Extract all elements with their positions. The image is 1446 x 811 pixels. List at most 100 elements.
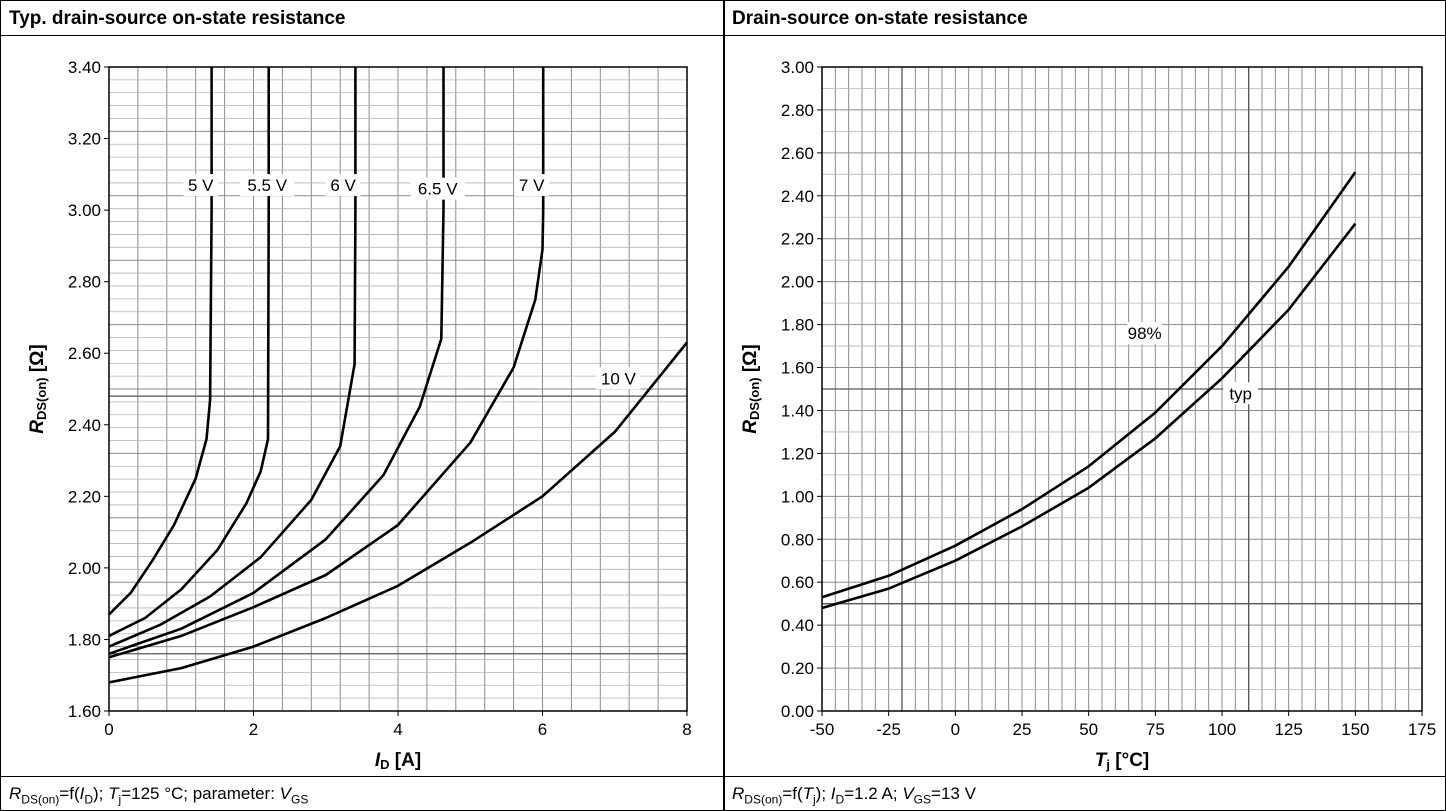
series-label-bg xyxy=(325,174,361,197)
x-tick-label: 4 xyxy=(393,720,402,739)
series-line xyxy=(821,222,1357,610)
y-tick-label: 1.60 xyxy=(781,359,814,378)
y-tick-label: 2.00 xyxy=(781,273,814,292)
series-label: 5 V xyxy=(188,176,214,195)
grid xyxy=(822,67,1422,711)
footer-v-symbol: V xyxy=(279,784,291,803)
footer-t-symbol: T xyxy=(108,784,119,803)
x-tick-label: 8 xyxy=(682,720,691,739)
y-tick-label: 1.20 xyxy=(781,444,814,463)
y-tick-label: 2.60 xyxy=(781,144,814,163)
x-tick-label: 150 xyxy=(1341,720,1369,739)
y-tick-label: 0.80 xyxy=(781,530,814,549)
panel-title: Drain-source on-state resistance xyxy=(732,8,1028,29)
y-tick-label: 1.60 xyxy=(68,702,101,721)
footer-text: =13 V xyxy=(931,784,976,803)
footer-text: ); xyxy=(93,784,109,803)
series-label: 10 V xyxy=(601,369,637,388)
footer-arg-symbol: T xyxy=(802,784,813,803)
y-tick-label: 2.20 xyxy=(68,487,101,506)
x-tick-label: 6 xyxy=(538,720,547,739)
y-tick-label: 2.80 xyxy=(68,273,101,292)
x-tick-label: 175 xyxy=(1408,720,1436,739)
x-axis-label: Tj [°C] xyxy=(1095,750,1150,772)
footer-v-symbol: V xyxy=(902,784,914,803)
series-label: 5.5 V xyxy=(247,176,287,195)
panel-footer: RDS(on)=f(Tj); ID=1.2 A; VGS=13 V xyxy=(723,776,1446,811)
footer-text: =125 °C; parameter: xyxy=(121,784,280,803)
y-tick-label: 1.40 xyxy=(781,401,814,420)
y-tick-label: 2.80 xyxy=(781,101,814,120)
y-axis-label: RDS(on) [Ω] xyxy=(740,344,762,434)
series-label-bg xyxy=(183,174,219,197)
footer-condition: RDS(on)=f(Tj); ID=1.2 A; VGS=13 V xyxy=(732,784,976,806)
series-label-bg xyxy=(596,367,641,390)
y-tick-label: 0.40 xyxy=(781,616,814,635)
x-tick-label: 125 xyxy=(1274,720,1302,739)
series-line xyxy=(108,341,689,684)
series-label: 6.5 V xyxy=(418,180,458,199)
y-tick-label: 1.00 xyxy=(781,487,814,506)
panel-footer: RDS(on)=f(ID); Tj=125 °C; parameter: VGS xyxy=(0,776,725,811)
series-line xyxy=(108,67,270,638)
plot-area: -50 -25 0 25 50 75 100 125 150 175 0.00 0.20 0.40 0.6… xyxy=(723,36,1446,776)
x-tick-label: 0 xyxy=(951,720,960,739)
footer-text: =1.2 A; xyxy=(844,784,903,803)
rds-vs-id-chart: 0 2 4 6 8 1.60 1.80 2.00 2.20 2.40 2.60 2.80 3.00 3.2… xyxy=(27,58,692,772)
series-line xyxy=(108,67,545,659)
plot-frame xyxy=(821,66,1423,712)
footer-arg-symbol: I xyxy=(79,784,85,803)
y-tick-label: 1.80 xyxy=(781,316,814,335)
series-label-bg xyxy=(410,177,465,200)
y-tick-label: 2.40 xyxy=(781,187,814,206)
series-label: 6 V xyxy=(330,176,356,195)
y-tick-label: 3.40 xyxy=(68,58,101,77)
y-tick-label: 2.20 xyxy=(781,230,814,249)
footer-r-subscript: DS(on) xyxy=(744,792,783,807)
y-tick-label: 2.60 xyxy=(68,344,101,363)
series-label: 7 V xyxy=(519,176,545,195)
y-tick-label: 1.80 xyxy=(68,630,101,649)
panel-title: Typ. drain-source on-state resistance xyxy=(9,8,346,29)
footer-text: ); xyxy=(815,784,831,803)
footer-text: =f( xyxy=(59,784,80,803)
rds-vs-tj-chart: -50 -25 0 25 50 75 100 125 150 175 0.00 0.20 0.40 0.6… xyxy=(740,58,1436,772)
x-tick-label: 100 xyxy=(1208,720,1236,739)
panel-header: Drain-source on-state resistance xyxy=(723,0,1446,36)
y-tick-label: 2.40 xyxy=(68,416,101,435)
x-tick-label: -50 xyxy=(810,720,835,739)
x-tick-label: 2 xyxy=(249,720,258,739)
series-label-bg xyxy=(1223,382,1259,405)
series-line xyxy=(108,67,445,656)
series-label-bg xyxy=(1127,322,1163,345)
series-label: 98% xyxy=(1128,324,1162,343)
panel-right: Drain-source on-state resistance -50 -25 0… xyxy=(723,0,1446,811)
footer-r-symbol: R xyxy=(9,784,22,803)
y-tick-label: 3.00 xyxy=(68,201,101,220)
series-line xyxy=(108,67,357,648)
x-tick-label: 75 xyxy=(1146,720,1165,739)
footer-condition: RDS(on)=f(ID); Tj=125 °C; parameter: VGS xyxy=(9,784,308,806)
y-tick-label: 0.60 xyxy=(781,573,814,592)
panel-header: Typ. drain-source on-state resistance xyxy=(0,0,725,36)
footer-v-subscript: GS xyxy=(291,792,309,807)
series-label-bg xyxy=(240,174,295,197)
footer-arg-subscript: j xyxy=(813,792,816,807)
x-tick-label: 0 xyxy=(104,720,113,739)
series-label-bg xyxy=(514,174,550,197)
y-tick-label: 3.00 xyxy=(781,58,814,77)
y-axis-label: RDS(on) [Ω] xyxy=(27,344,49,434)
y-tick-label: 2.00 xyxy=(68,559,101,578)
footer-r-subscript: DS(on) xyxy=(21,792,60,807)
y-tick-label: 0.20 xyxy=(781,659,814,678)
footer-v-subscript: GS xyxy=(913,792,932,807)
panel-left: Typ. drain-source on-state resistance 0 2… xyxy=(0,0,725,811)
footer-r-symbol: R xyxy=(732,784,745,803)
x-axis-label: ID [A] xyxy=(375,750,421,772)
y-tick-label: 0.00 xyxy=(781,702,814,721)
x-tick-label: -25 xyxy=(876,720,901,739)
series-line xyxy=(108,67,213,616)
series-label: typ xyxy=(1229,384,1252,403)
footer-i-symbol: I xyxy=(830,784,836,803)
